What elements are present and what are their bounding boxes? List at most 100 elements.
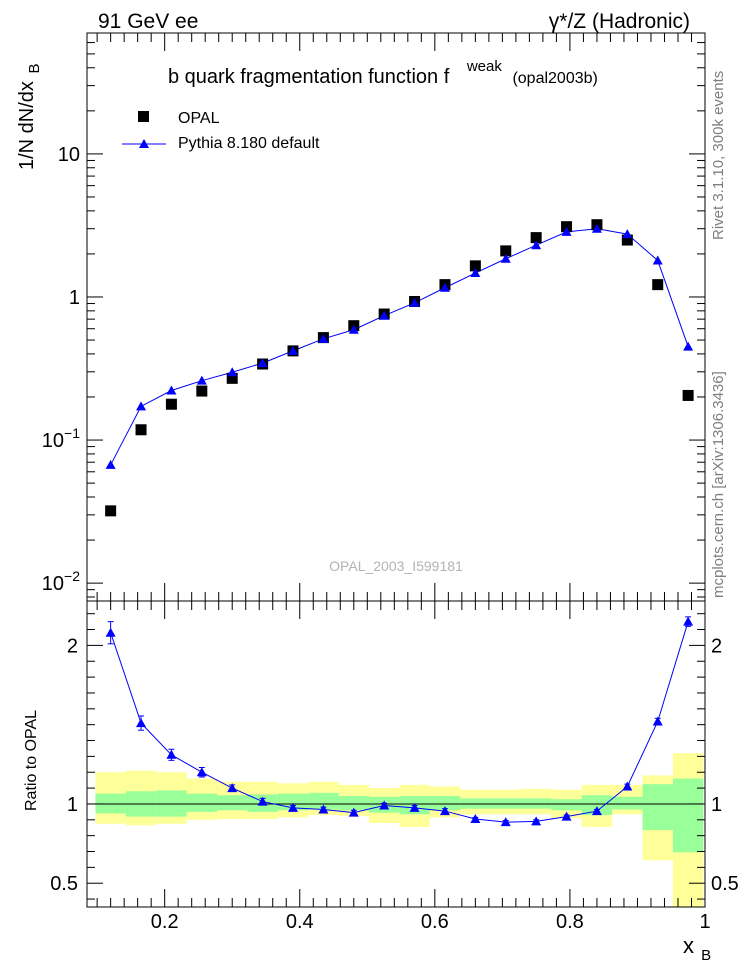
band-inner	[612, 796, 643, 810]
ratio-pythia-point	[105, 627, 116, 637]
ratio-pythia-point	[288, 802, 298, 812]
ratio-pythia-point	[561, 811, 572, 821]
chart-title-suffix: (opal2003b)	[512, 70, 597, 87]
band-inner	[551, 799, 582, 811]
opal-point	[682, 389, 694, 401]
ratio-pythia-point	[470, 814, 481, 824]
pythia-point	[136, 401, 147, 411]
pythia-point	[379, 310, 390, 320]
opal-point	[621, 234, 633, 246]
ratio-pythia-line	[110, 621, 689, 823]
band-inner	[308, 792, 339, 810]
opal-point	[165, 398, 177, 410]
pythia-point	[591, 223, 602, 233]
band-inner	[186, 793, 218, 812]
x-tick-label: 0.2	[151, 911, 179, 933]
legend-marker-pythia	[139, 139, 149, 148]
opal-point	[105, 505, 117, 517]
ratio-pythia-point	[166, 749, 177, 759]
pythia-point	[318, 333, 329, 343]
ratio-pythia-point	[531, 816, 542, 826]
ratio-pythia-point	[196, 767, 207, 777]
pythia-point	[227, 367, 238, 377]
pythia-point	[683, 341, 694, 351]
pythia-line	[110, 228, 689, 466]
y-axis-label-sub: B	[26, 63, 43, 73]
ratio-y-tick-label-right: 0.5	[711, 873, 739, 895]
ratio-y-axis-label: Ratio to OPAL	[23, 710, 40, 811]
ratio-y-tick-label-right: 1	[711, 794, 722, 816]
band-inner	[672, 778, 704, 853]
opal-point	[561, 221, 573, 233]
y-tick-label: 10	[58, 144, 80, 166]
ratio-pythia-point	[318, 804, 329, 814]
ratio-pythia-point	[348, 807, 359, 817]
x-axis-label: x B	[683, 933, 711, 964]
pythia-point	[500, 253, 511, 263]
x-tick-label: 0.8	[556, 911, 584, 933]
pythia-point	[166, 385, 177, 395]
chart-title: b quark fragmentation function f weak (o…	[168, 54, 598, 88]
ratio-pythia-point	[439, 806, 450, 816]
legend-label-pythia: Pythia 8.180 default	[178, 135, 320, 152]
header-left: 91 GeV ee	[98, 10, 198, 33]
opal-point	[530, 232, 542, 244]
pythia-point	[196, 375, 207, 385]
ratio-pythia-point	[622, 781, 633, 791]
rivet-note: Rivet 3.1.10, 300k events	[710, 71, 727, 240]
x-axis-label-main: x	[683, 933, 694, 958]
ratio-y-tick-label-left: 0.5	[50, 873, 78, 895]
ratio-pythia-point	[500, 817, 511, 827]
ratio-pythia-point	[652, 716, 663, 726]
y-axis-label-main: 1/N dN/dx	[16, 81, 38, 170]
x-tick-label: 0.4	[286, 911, 314, 933]
pythia-point	[439, 282, 450, 292]
pythia-point	[531, 240, 542, 250]
y-tick-label: 10−2	[42, 568, 80, 595]
pythia-point	[622, 229, 633, 239]
pythia-point	[105, 459, 116, 469]
ratio-pythia-point	[409, 802, 420, 812]
header-right: γ*/Z (Hadronic)	[549, 10, 690, 33]
ratio-pythia-point	[379, 800, 390, 810]
pythia-point	[652, 255, 663, 265]
ratio-y-tick-label-left: 2	[67, 635, 78, 657]
ratio-y-tick-label-right: 2	[711, 635, 722, 657]
x-axis-label-sub: B	[701, 947, 711, 964]
band-inner	[429, 796, 461, 811]
ratio-pythia-point	[591, 806, 602, 816]
pythia-point	[288, 345, 298, 355]
opal-point	[226, 372, 238, 384]
pythia-point	[257, 358, 268, 368]
ratio-pythia-point	[683, 616, 694, 626]
opal-point	[196, 385, 208, 397]
legend-label-opal: OPAL	[178, 110, 220, 127]
x-tick-label: 0.6	[421, 911, 449, 933]
legend: OPAL Pythia 8.180 default	[122, 110, 320, 152]
band-inner	[217, 795, 248, 811]
opal-point	[652, 279, 664, 291]
pythia-point	[561, 226, 572, 236]
chart-title-main: b quark fragmentation function f	[168, 66, 450, 88]
chart-title-sup: weak	[466, 58, 503, 75]
opal-point	[135, 424, 147, 436]
ratio-y-tick-label-left: 1	[67, 794, 78, 816]
band-inner	[581, 795, 613, 816]
pythia-point	[470, 268, 481, 278]
ratio-plot-frame	[86, 600, 706, 908]
opal-point	[469, 260, 481, 272]
ratio-pythia-point	[227, 783, 238, 793]
ratio-pythia-point	[257, 796, 268, 806]
opal-point	[500, 245, 512, 257]
band-inner	[338, 796, 369, 811]
y-tick-label: 10−1	[42, 425, 80, 452]
analysis-watermark: OPAL_2003_I599181	[329, 558, 463, 574]
band-inner	[642, 784, 673, 831]
mcplots-note: mcplots.cern.ch [arXiv:1306.3436]	[710, 371, 727, 598]
x-tick-label: 1	[699, 911, 710, 933]
y-axis-label: 1/N dN/dx B	[16, 63, 43, 170]
y-tick-label: 1	[69, 287, 80, 309]
ratio-pythia-point	[136, 718, 147, 728]
pythia-point	[409, 297, 420, 307]
